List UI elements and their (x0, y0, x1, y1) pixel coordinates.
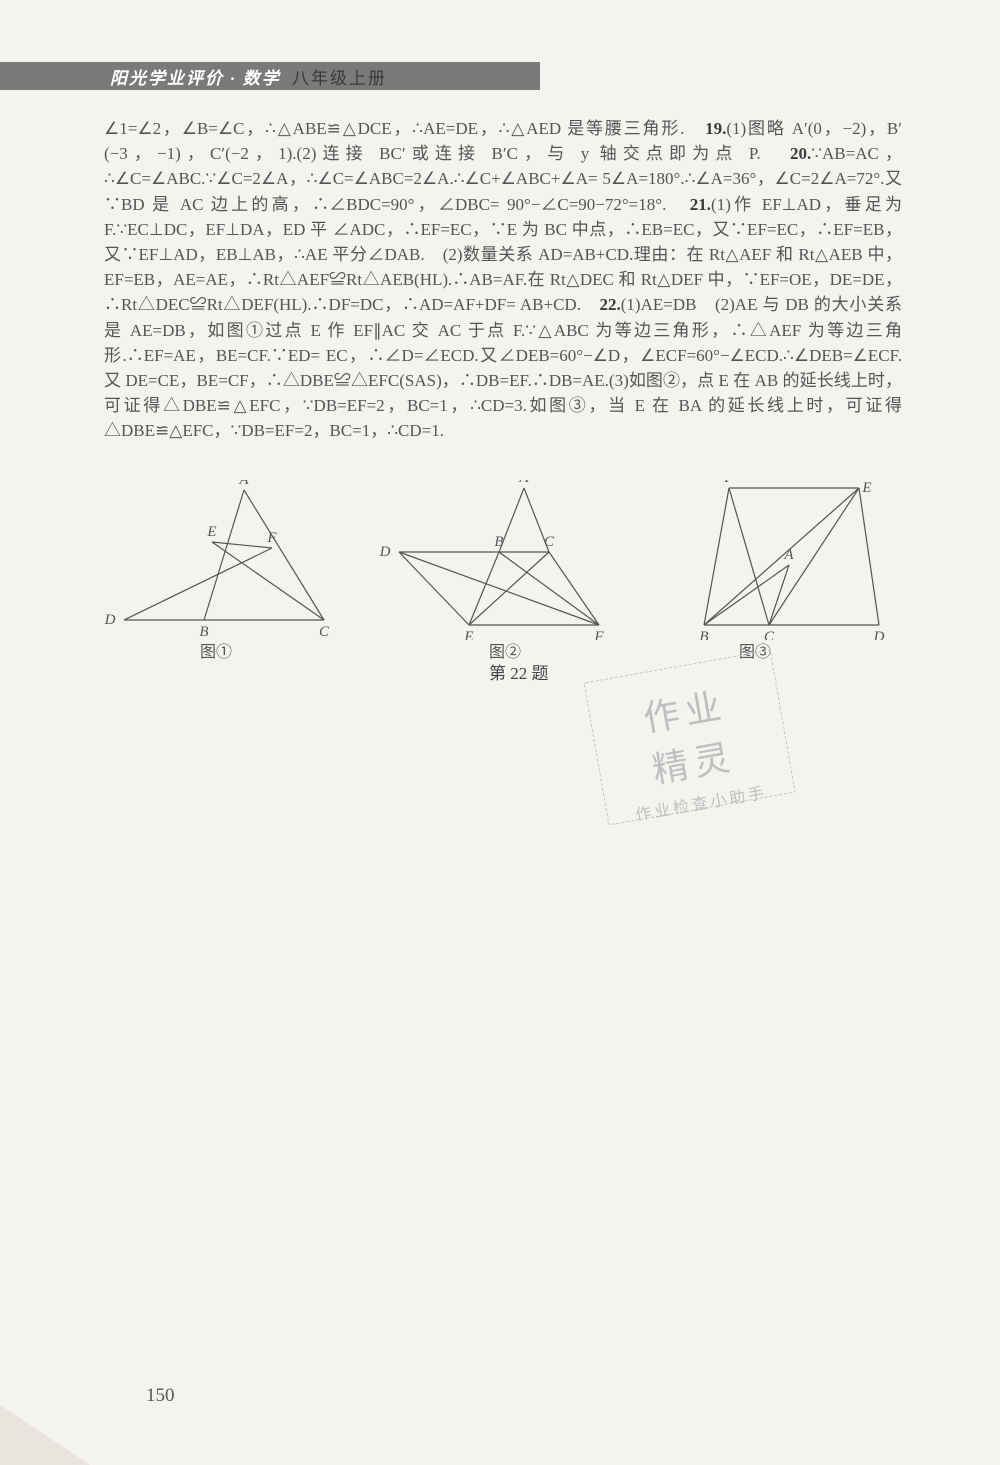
solution-text: ∠1=∠2，∠B=∠C，∴△ABE≌△DCE，∴AE=DE，∴△AED 是等腰三… (104, 116, 902, 444)
svg-text:A: A (518, 480, 529, 486)
figure-1: AEFDBC (104, 480, 354, 640)
svg-text:E: E (861, 480, 871, 496)
page-number: 150 (146, 1385, 175, 1407)
book-subtitle: 八年级上册 (292, 64, 387, 89)
svg-text:D: D (104, 612, 116, 628)
figures-row: AEFDBC 图① ADBCEF 图② FEABCD 图③ 第 22 题 (104, 480, 902, 700)
series-title: 阳光学业评价 · 数学 (110, 64, 281, 89)
svg-text:F: F (266, 530, 277, 546)
figure-1-label: 图① (200, 638, 232, 662)
figure-3: FEABCD (649, 480, 909, 640)
svg-text:E: E (206, 524, 216, 540)
header-band: 阳光学业评价 · 数学 (0, 62, 540, 90)
svg-text:B: B (699, 629, 708, 640)
svg-text:A: A (783, 547, 794, 563)
page-corner-fold (0, 1405, 90, 1465)
svg-text:A: A (238, 480, 249, 488)
figure-3-label: 图③ (739, 638, 771, 662)
figure-caption: 第 22 题 (489, 659, 549, 684)
watermark-line3: 作业检查小助手 (605, 774, 796, 831)
watermark-line2: 精灵 (596, 719, 792, 803)
svg-text:E: E (463, 629, 473, 640)
svg-text:F: F (593, 629, 604, 640)
svg-text:F: F (723, 480, 734, 486)
svg-text:D: D (873, 629, 885, 640)
svg-text:C: C (319, 624, 330, 640)
svg-text:D: D (379, 544, 391, 560)
figure-2: A D B C E F (379, 480, 639, 640)
svg-text:C: C (544, 534, 555, 550)
svg-text:B: B (494, 534, 503, 550)
